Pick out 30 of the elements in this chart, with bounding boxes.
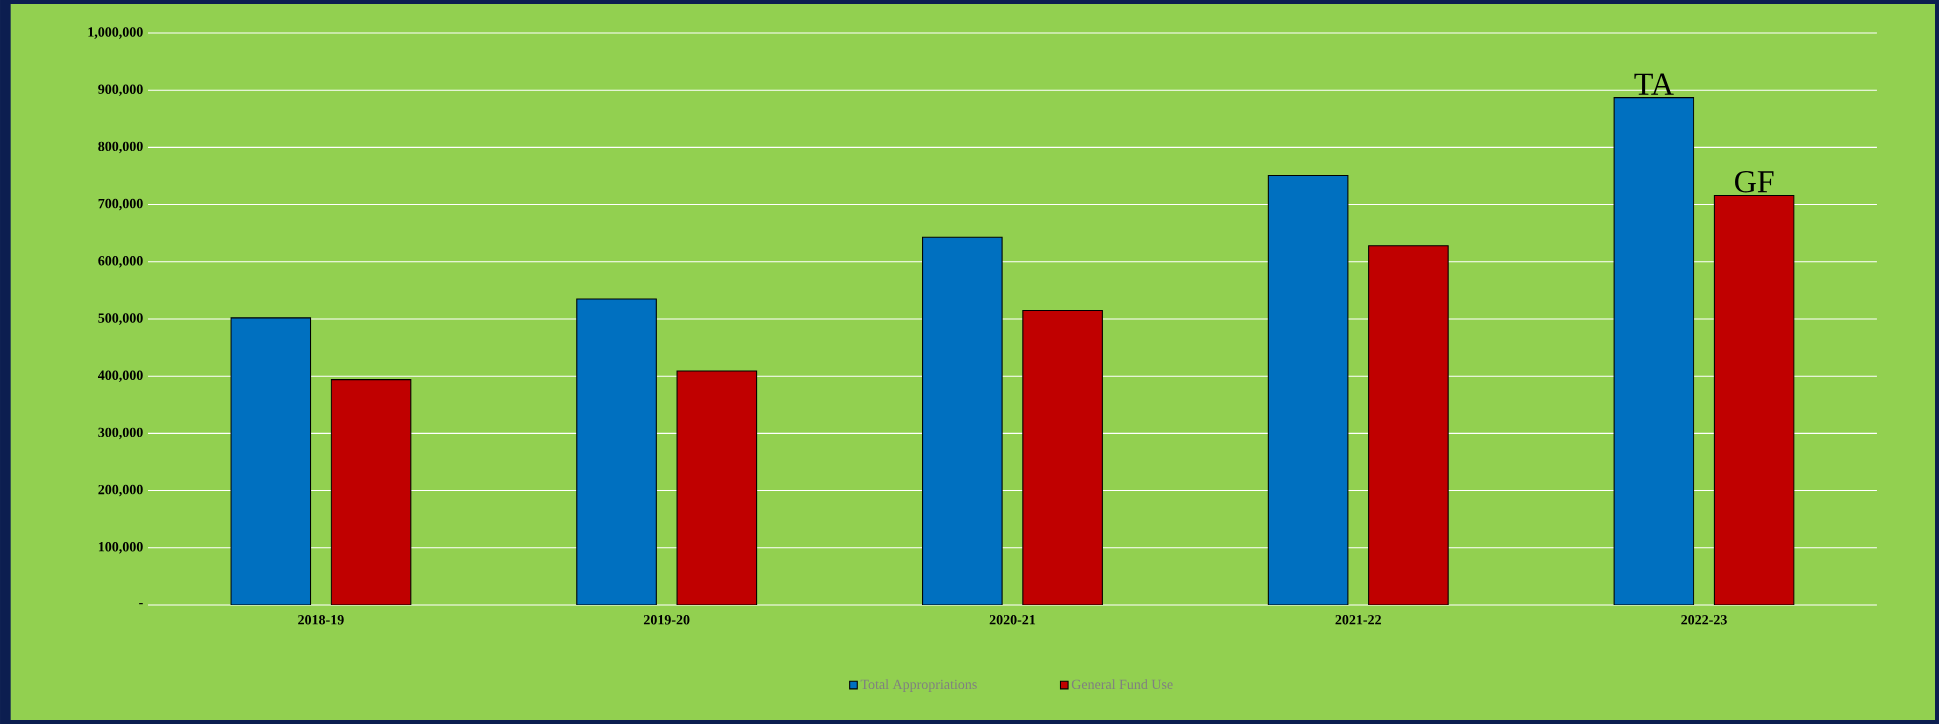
bar [576,298,657,605]
bar [1022,309,1103,605]
y-tick-label: 100,000 [98,542,143,554]
bar [230,317,312,605]
y-tick-label: 600,000 [98,256,143,268]
legend-label: Total Appropriations [860,679,977,692]
bar [676,370,758,605]
x-tick-label: 2021-22 [1335,615,1381,625]
x-tick-label: 2019-20 [643,615,690,625]
x-tick-label: 2022-23 [1681,615,1727,625]
bar [1613,97,1695,605]
y-tick-label: 400,000 [97,370,143,382]
y-tick-label: 800,000 [98,141,143,154]
x-tick-label: 2020-21 [989,615,1036,625]
y-tick-label: 900,000 [98,84,143,96]
bar [1368,245,1449,605]
bar [1267,174,1349,605]
x-tick-label: 2018-19 [298,615,344,625]
y-tick-label: 700,000 [98,198,143,211]
bar [1713,194,1795,605]
y-tick-label: - [139,603,143,605]
y-tick-label: 200,000 [98,484,143,497]
y-tick-label: 500,000 [98,313,143,325]
bar [330,379,412,605]
legend-label: General Fund Use [1071,679,1173,690]
y-tick-label: 300,000 [98,427,143,440]
bar [922,236,1003,605]
annotation: GF [1735,171,1774,193]
y-tick-label: 1,000,000 [88,27,143,39]
annotation: TA [1634,73,1674,95]
